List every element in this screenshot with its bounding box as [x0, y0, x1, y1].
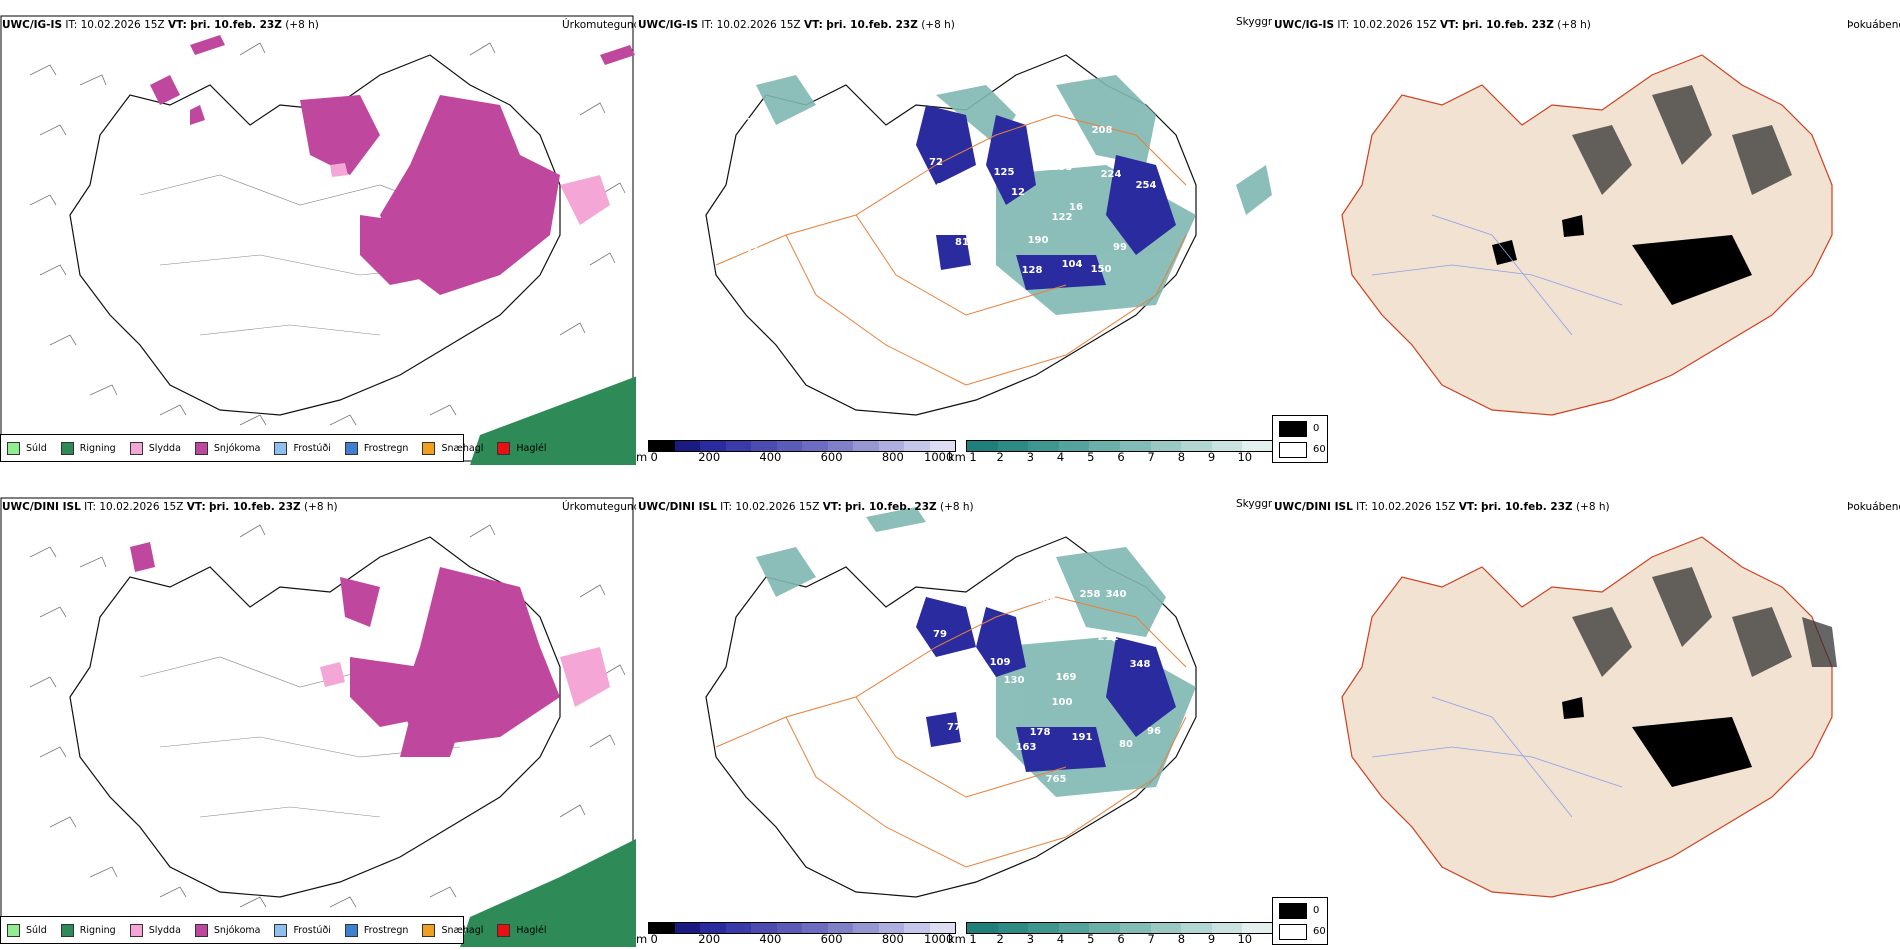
- fog-map-bottom: [1341, 536, 1837, 898]
- snow-areas: [150, 75, 560, 295]
- cloud-label: 16: [1069, 202, 1083, 213]
- precip-map-bottom: [0, 497, 640, 947]
- visibility-label-bottom: Skyggni: [1236, 498, 1272, 510]
- cloudbase-unit-bottom: m: [636, 932, 648, 946]
- visibility-unit-bottom: km: [948, 932, 966, 946]
- cloud-label: 191: [1072, 732, 1093, 743]
- cloud-label: 135: [1052, 162, 1073, 173]
- cloud-label: 80: [1119, 739, 1133, 750]
- legend-item-haglel: Haglél: [497, 441, 547, 455]
- cloud-label: 77: [947, 722, 961, 733]
- fog-legend-top: 0 60: [1272, 415, 1328, 463]
- cloud-panel-bottom: 79 65 109 130 77 101 136 258 340 212 348…: [636, 497, 1272, 947]
- cloud-map-bottom: 79 65 109 130 77 101 136 258 340 212 348…: [705, 507, 1197, 898]
- precip-title-top: UWC/IG-IS IT: 10.02.2026 15Z VT: þri. 10…: [2, 19, 319, 31]
- precip-panel-top: UWC/IG-IS IT: 10.02.2026 15Z VT: þri. 10…: [0, 15, 640, 465]
- precip-title-bottom: UWC/DINI ISL IT: 10.02.2026 15Z VT: þri.…: [2, 501, 338, 513]
- cloud-label: 99: [1113, 242, 1127, 253]
- fog-panel-top: UWC/IG-IS IT: 10.02.2026 15Z VT: þri. 10…: [1272, 15, 1900, 465]
- cloud-map-top: 72 69 75 125 12 81 135 208 224 254 122 1…: [705, 54, 1272, 416]
- cloud-label: 254: [1136, 180, 1157, 191]
- cloud-label: 212: [1098, 632, 1119, 643]
- cloudbase-value-labels-bottom: 79 65 109 130 77 101 136 258 340 212 348…: [891, 589, 1161, 785]
- fog-panel-bottom: UWC/DINI ISL IT: 10.02.2026 15Z VT: þri.…: [1272, 497, 1900, 947]
- cloud-label: 348: [1130, 659, 1151, 670]
- legend-item-slydda: Slydda: [129, 441, 181, 455]
- cloud-label: 104: [1062, 259, 1083, 270]
- visibility-unit-top: km: [948, 450, 966, 464]
- cloud-label: 258: [1080, 589, 1101, 600]
- precip-legend-bottom: Súld Rigning Slydda Snjókoma Frostúði Fr…: [0, 916, 547, 944]
- wind-barbs: [29, 42, 626, 426]
- cloud-label: 79: [933, 629, 947, 640]
- cloud-label: 73: [739, 117, 753, 128]
- cloudbase-value-labels-top: 72 69 75 125 12 81 135 208 224 254 122 1…: [738, 117, 1157, 276]
- precip-type-label-top: Úrkomutegund: [562, 19, 640, 31]
- cloud-label: 125: [994, 167, 1015, 178]
- cloudbase-ticks-bottom: 0 200 400 600 800 1000: [650, 932, 954, 946]
- cloud-label: 224: [1101, 169, 1122, 180]
- visibility-ticks-bottom: 1 2 3 4 5 6 7 8 9 10: [969, 932, 1253, 946]
- cloud-label: 100: [1052, 697, 1073, 708]
- cloudbase-colorbar-top: [648, 440, 956, 452]
- cloud-label: 128: [1022, 265, 1043, 276]
- fog-legend-bottom: 0 60: [1272, 897, 1328, 945]
- cloud-label: 75: [947, 194, 961, 205]
- cloud-label: 96: [1147, 726, 1161, 737]
- legend-item-frostudi: Frostúði: [274, 441, 331, 455]
- visibility-label-top: Skyggni: [1236, 16, 1272, 28]
- cloud-label: 190: [1028, 235, 1049, 246]
- cloud-label: 65: [941, 659, 955, 670]
- cloud-label: 145: [738, 244, 759, 255]
- precip-legend-top: Súld Rigning Slydda Snjókoma Frostúði Fr…: [0, 434, 547, 462]
- cloud-label: 81: [955, 237, 969, 248]
- road-network: [715, 114, 1187, 386]
- cloud-label: 130: [1004, 675, 1025, 686]
- cloud-label: 101: [891, 719, 912, 730]
- legend-item-rigning: Rigning: [60, 441, 116, 455]
- visibility-colorbar-top: [966, 440, 1272, 452]
- cloudbase-ticks-top: 0 200 400 600 800 1000: [650, 450, 954, 464]
- precip-map-top: [0, 15, 640, 465]
- cloud-label: 340: [1106, 589, 1127, 600]
- cloud-label: 208: [1092, 125, 1113, 136]
- cloud-label: 109: [990, 657, 1011, 668]
- cloud-label: 765: [1046, 774, 1067, 785]
- cloudbase-colorbar-bottom: [648, 922, 956, 934]
- fog-label-top: Þokuábendi: [1847, 19, 1900, 31]
- cloud-label: 136: [1036, 594, 1057, 605]
- cloud-label: 72: [929, 157, 943, 168]
- cloud-label: 69: [929, 182, 943, 193]
- fog-title-bottom: UWC/DINI ISL IT: 10.02.2026 15Z VT: þri.…: [1274, 501, 1610, 513]
- cloud-label: 150: [1091, 264, 1112, 275]
- precip-type-label-bottom: Úrkomutegund: [562, 501, 640, 513]
- cloud-label: 169: [1056, 672, 1077, 683]
- rain-area: [470, 375, 640, 465]
- cloud-label: 122: [1052, 212, 1073, 223]
- fog-map-top: [1341, 54, 1833, 416]
- cloud-label: 12: [1011, 187, 1025, 198]
- fog-label-bottom: Þokuábendi: [1847, 501, 1900, 513]
- visibility-ticks-top: 1 2 3 4 5 6 7 8 9 10: [969, 450, 1253, 464]
- legend-item-snjokoma: Snjókoma: [194, 441, 260, 455]
- visibility-colorbar-bottom: [966, 922, 1272, 934]
- legend-item-sudl: Súld: [7, 441, 47, 455]
- legend-item-frostregn: Frostregn: [344, 441, 408, 455]
- fog-title-top: UWC/IG-IS IT: 10.02.2026 15Z VT: þri. 10…: [1274, 19, 1591, 31]
- legend-item-snaehagl: Snæhagl: [422, 441, 483, 455]
- cloud-label: 178: [1030, 727, 1051, 738]
- cloudbase-unit-top: m: [636, 450, 648, 464]
- precip-panel-bottom: UWC/DINI ISL IT: 10.02.2026 15Z VT: þri.…: [0, 497, 640, 947]
- cloud-title-top: UWC/IG-IS IT: 10.02.2026 15Z VT: þri. 10…: [638, 19, 955, 31]
- cloud-title-bottom: UWC/DINI ISL IT: 10.02.2026 15Z VT: þri.…: [638, 501, 974, 513]
- cloud-panel-top: 72 69 75 125 12 81 135 208 224 254 122 1…: [636, 15, 1272, 465]
- cloud-label: 163: [1016, 742, 1037, 753]
